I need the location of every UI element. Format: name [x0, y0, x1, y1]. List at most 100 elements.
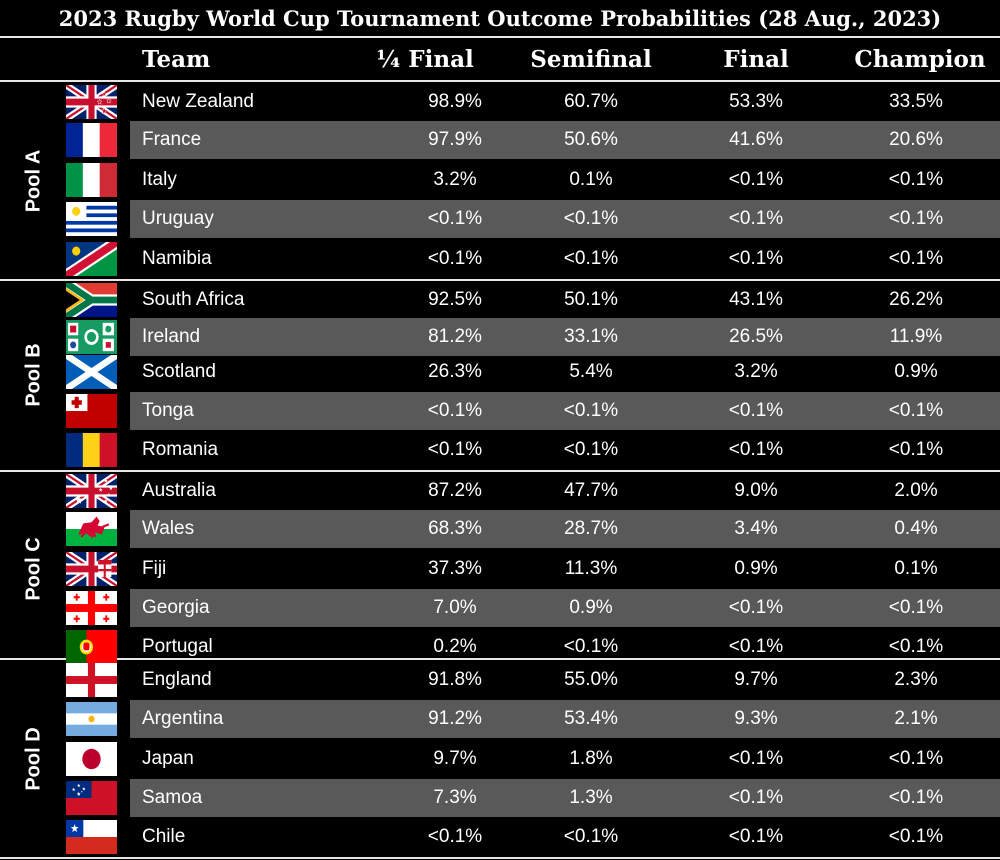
table-row: Argentina 91.2% 53.4% 9.3% 2.1%: [0, 700, 1000, 738]
namibia-flag-icon: [66, 242, 117, 276]
fiji-flag-icon: [66, 552, 117, 586]
france-flag-icon: [66, 123, 117, 157]
probability-cell: 2.3%: [894, 669, 938, 690]
probability-cell: 11.3%: [564, 558, 618, 579]
italy-flag-icon: [66, 163, 117, 197]
team-name: Italy: [142, 169, 177, 190]
uruguay-flag-icon: [66, 202, 117, 236]
team-name: France: [142, 129, 202, 150]
chile-flag-icon: [66, 820, 117, 854]
probability-cell: 91.2%: [428, 708, 482, 729]
probability-cell: 26.3%: [428, 361, 482, 382]
pool-label-text: Pool C: [22, 537, 45, 601]
probability-cell: <0.1%: [427, 439, 483, 460]
probability-cell: 0.9%: [569, 597, 613, 618]
wales-flag-icon: [66, 512, 117, 546]
probability-cell: 5.4%: [569, 361, 613, 382]
team-name: Uruguay: [142, 208, 214, 229]
probability-cell: <0.1%: [888, 208, 944, 229]
pool-label-text: Pool B: [22, 343, 45, 407]
team-name: New Zealand: [142, 91, 254, 112]
probability-cell: 11.9%: [889, 326, 943, 347]
table-row: Portugal 0.2% <0.1% <0.1% <0.1%: [0, 628, 1000, 666]
england-flag-icon: [66, 663, 117, 697]
row-shade: [130, 779, 1000, 817]
table-row: New Zealand 98.9% 60.7% 53.3% 33.5%: [0, 83, 1000, 121]
probability-cell: <0.1%: [563, 439, 619, 460]
probability-cell: <0.1%: [888, 439, 944, 460]
probability-cell: 1.8%: [569, 748, 613, 769]
probability-cell: <0.1%: [563, 400, 619, 421]
team-name: Samoa: [142, 787, 203, 808]
probability-cell: <0.1%: [728, 439, 784, 460]
probability-cell: <0.1%: [888, 169, 944, 190]
table-row: Australia 87.2% 47.7% 9.0% 2.0%: [0, 472, 1000, 510]
probability-cell: 0.9%: [734, 558, 778, 579]
probability-cell: 9.7%: [433, 748, 477, 769]
team-name: South Africa: [142, 289, 245, 310]
table-rule: [0, 279, 1000, 281]
team-name: Portugal: [142, 636, 213, 657]
pool-label-text: Pool D: [22, 726, 45, 791]
probability-cell: 98.9%: [428, 91, 482, 112]
row-shade: [130, 589, 1000, 627]
probability-cell: 81.2%: [428, 326, 482, 347]
probability-cell: 3.2%: [734, 361, 778, 382]
japan-flag-icon: [66, 742, 117, 776]
probability-cell: 92.5%: [428, 289, 482, 310]
probability-cell: 2.1%: [894, 708, 938, 729]
probability-cell: <0.1%: [427, 826, 483, 847]
team-name: Australia: [142, 480, 216, 501]
probability-cell: 7.3%: [433, 787, 477, 808]
probability-cell: 47.7%: [564, 480, 618, 501]
column-header: Semifinal: [530, 46, 652, 73]
argentina-flag-icon: [66, 702, 117, 736]
probability-cell: 0.1%: [894, 558, 938, 579]
new-zealand-flag-icon: [66, 85, 117, 119]
table-row: South Africa 92.5% 50.1% 43.1% 26.2%: [0, 281, 1000, 319]
probability-cell: 41.6%: [729, 129, 783, 150]
probability-cell: 9.7%: [734, 669, 778, 690]
row-shade: [130, 200, 1000, 238]
probability-cell: <0.1%: [888, 826, 944, 847]
probability-cell: 2.0%: [894, 480, 938, 501]
team-name: Argentina: [142, 708, 224, 729]
probability-cell: <0.1%: [427, 400, 483, 421]
probability-cell: <0.1%: [728, 787, 784, 808]
probability-cell: 0.1%: [569, 169, 613, 190]
probability-cell: <0.1%: [888, 400, 944, 421]
column-header: Champion: [854, 46, 986, 73]
probability-cell: 26.5%: [729, 326, 783, 347]
probability-cell: <0.1%: [728, 169, 784, 190]
probability-cell: 50.1%: [564, 289, 618, 310]
probability-cell: 53.3%: [729, 91, 783, 112]
table-row: Italy 3.2% 0.1% <0.1% <0.1%: [0, 161, 1000, 199]
table-row: Chile <0.1% <0.1% <0.1% <0.1%: [0, 818, 1000, 856]
probability-cell: <0.1%: [888, 248, 944, 269]
probability-cell: 97.9%: [428, 129, 482, 150]
probability-cell: <0.1%: [728, 597, 784, 618]
probability-cell: 91.8%: [428, 669, 482, 690]
table-rule: [0, 857, 1000, 859]
table-rule: [0, 470, 1000, 472]
tonga-flag-icon: [66, 394, 117, 428]
column-header: ¼ Final: [376, 46, 474, 73]
probability-cell: <0.1%: [888, 748, 944, 769]
table-row: France 97.9% 50.6% 41.6% 20.6%: [0, 121, 1000, 159]
probability-cell: 9.0%: [734, 480, 778, 501]
probability-cell: <0.1%: [563, 248, 619, 269]
table-row: Ireland 81.2% 33.1% 26.5% 11.9%: [0, 318, 1000, 356]
probability-cell: 37.3%: [428, 558, 482, 579]
column-header: Final: [723, 46, 789, 73]
row-shade: [130, 700, 1000, 738]
team-name: Georgia: [142, 597, 210, 618]
table-row: Uruguay <0.1% <0.1% <0.1% <0.1%: [0, 200, 1000, 238]
chart-title: 2023 Rugby World Cup Tournament Outcome …: [58, 6, 942, 31]
table-rule: [0, 36, 1000, 38]
probability-cell: <0.1%: [888, 636, 944, 657]
probability-cell: 3.2%: [433, 169, 477, 190]
samoa-flag-icon: [66, 781, 117, 815]
team-name: Scotland: [142, 361, 216, 382]
probability-cell: 53.4%: [564, 708, 618, 729]
table-row: Scotland 26.3% 5.4% 3.2% 0.9%: [0, 353, 1000, 391]
